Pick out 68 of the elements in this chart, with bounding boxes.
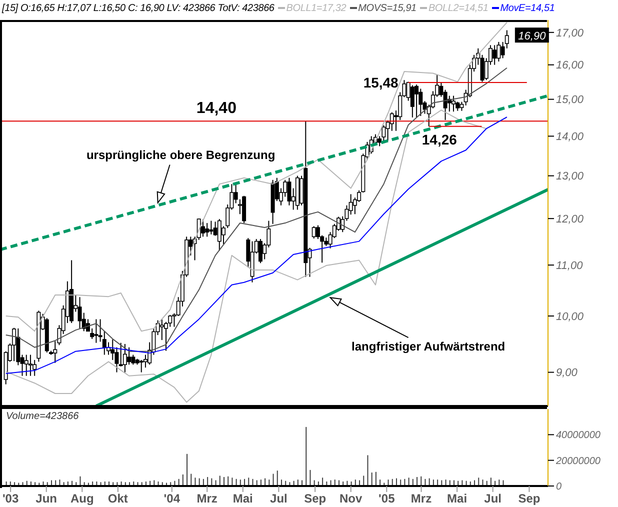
candlestick [127, 346, 132, 366]
candlestick [312, 226, 316, 240]
x-tick-label: Jul [484, 492, 502, 506]
y-tick-label: 9,00 [556, 367, 578, 380]
candlestick [496, 41, 501, 62]
y-tick-label: 15,00 [556, 94, 584, 106]
candlestick [94, 318, 98, 344]
y-tick-label: 17,00 [556, 27, 584, 40]
candlestick [217, 218, 222, 252]
candlestick [492, 44, 497, 66]
legend-label: BOLL2=14,51 [427, 3, 488, 14]
candlestick [460, 101, 464, 112]
annotation: 15,48 [363, 74, 399, 90]
y-tick-label: 14,00 [556, 131, 584, 144]
x-tick-label: '05 [378, 492, 396, 506]
candlestick [139, 359, 144, 373]
candlestick [410, 84, 414, 118]
candlestick [28, 354, 32, 376]
candlestick [452, 95, 456, 112]
y-tick-label: 10,00 [556, 310, 584, 323]
x-tick-label: Okt [108, 492, 128, 506]
x-tick-label: Jun [36, 492, 58, 506]
x-tick-label: Nov [340, 492, 363, 506]
y-tick-label: 0 [556, 482, 562, 493]
candlestick [209, 220, 214, 235]
candlestick [205, 222, 210, 238]
legend-label: BOLL1=17,32 [285, 3, 346, 14]
legend-label: MovE=14,51 [499, 3, 555, 14]
annotation: 16,90 [518, 30, 547, 43]
x-tick-label: Sep [304, 492, 326, 506]
x-tick-label: Mai [232, 492, 253, 506]
candlestick [24, 354, 28, 376]
x-tick-label: '04 [164, 492, 180, 506]
candlestick [32, 359, 37, 376]
x-tick-label: '03 [2, 492, 19, 506]
candlestick [122, 343, 127, 373]
annotation: ursprüngliche obere Begrenzung [86, 148, 276, 162]
candlestick [143, 354, 148, 368]
candlestick [200, 218, 205, 238]
x-tick-label: Mrz [410, 492, 432, 506]
annotation: langfristiger Aufwärtstrend [352, 340, 506, 354]
ref-line-label: 14,40 [196, 100, 237, 118]
candlestick [287, 177, 292, 206]
legend-label: MOVS=15,91 [357, 3, 416, 14]
y-tick-label: 13,00 [556, 170, 584, 183]
candlestick [78, 296, 82, 329]
x-tick-label: Jul [270, 492, 288, 506]
annotation: 14,26 [422, 131, 458, 148]
candlestick [348, 194, 353, 216]
x-tick-label: Mrz [196, 492, 218, 506]
candlestick [382, 124, 386, 143]
y-tick-label: 16,00 [556, 60, 584, 72]
candlestick [12, 327, 16, 362]
chart-title: [15] O:16,65 H:17,07 L:16,50 C: 16,90 LV: 423866 TotV: 423866 [2, 3, 274, 14]
x-tick-label: Aug [70, 492, 94, 506]
y-tick-label: 11,00 [556, 260, 584, 272]
y-tick-label: 40000000 [556, 430, 601, 442]
x-tick-label: Sep [518, 492, 540, 506]
x-tick-label: Mai [447, 492, 468, 506]
y-tick-label: 12,00 [556, 213, 584, 226]
candlestick [480, 54, 484, 82]
candlestick [443, 89, 448, 121]
line-series [5, 22, 508, 332]
chart-title: Volume=423866 [6, 411, 79, 422]
candlestick [418, 88, 423, 116]
candlestick [414, 84, 419, 118]
y-tick-label: 20000000 [555, 456, 601, 467]
candlestick [258, 238, 262, 264]
